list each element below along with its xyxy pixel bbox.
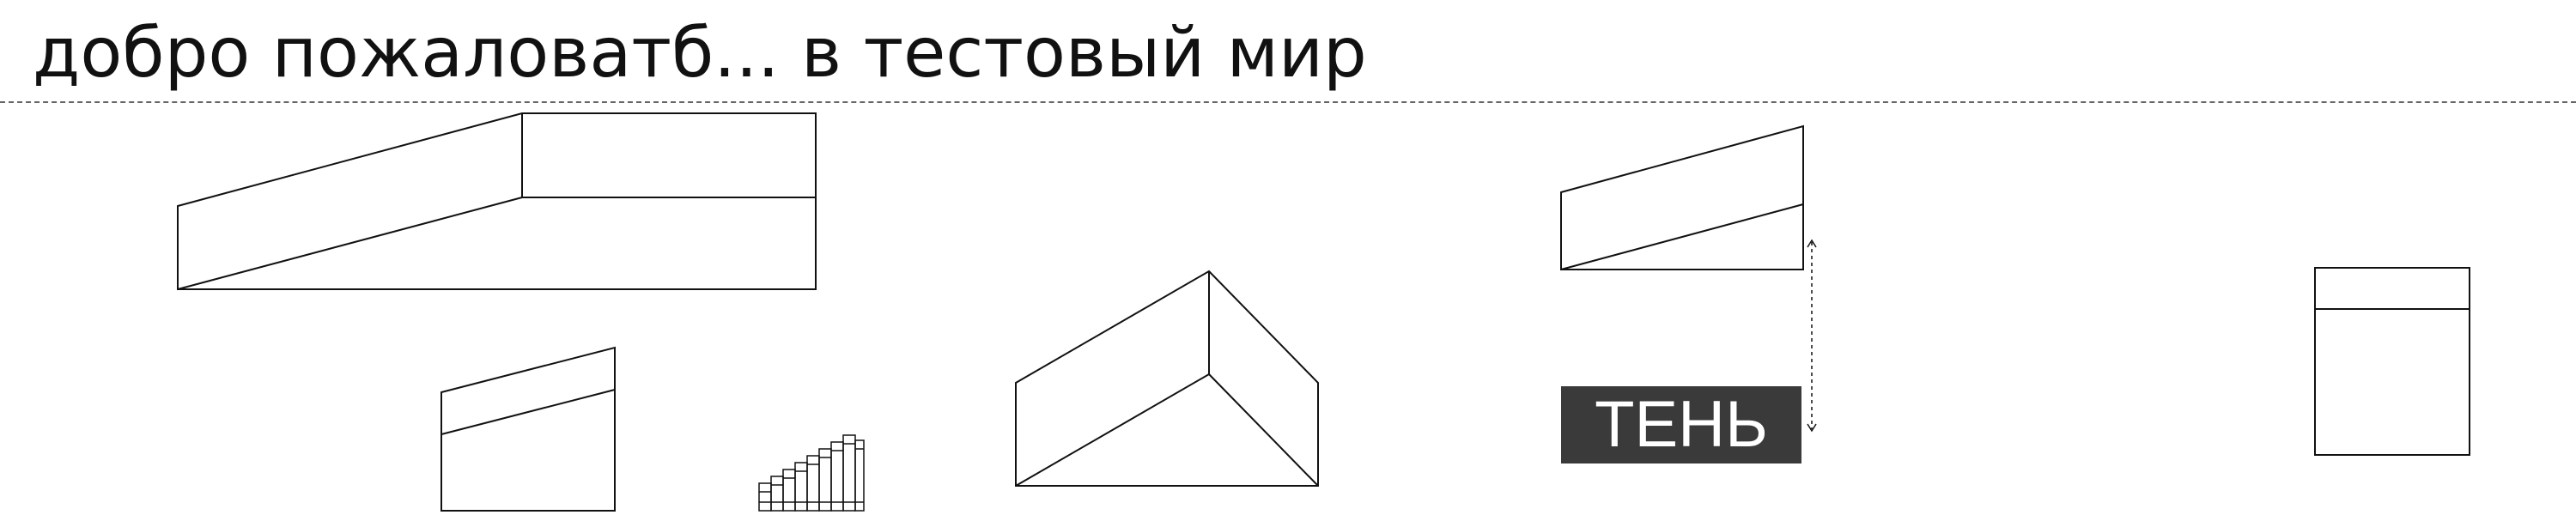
large-wedge-block: [177, 112, 817, 290]
shadow-label: ТЕНЬ: [1561, 386, 1801, 464]
height-arrow: [1807, 239, 1817, 433]
dashed-separator: [0, 101, 2576, 103]
page-title: добро пожаловатб... в тестовый мир: [33, 13, 1367, 93]
shadow-wedge: [1560, 124, 1804, 270]
triangular-prism: [1015, 270, 1319, 487]
small-sloped-box: [440, 346, 616, 512]
stepped-bars: [758, 434, 865, 512]
tall-box: [2314, 267, 2470, 456]
